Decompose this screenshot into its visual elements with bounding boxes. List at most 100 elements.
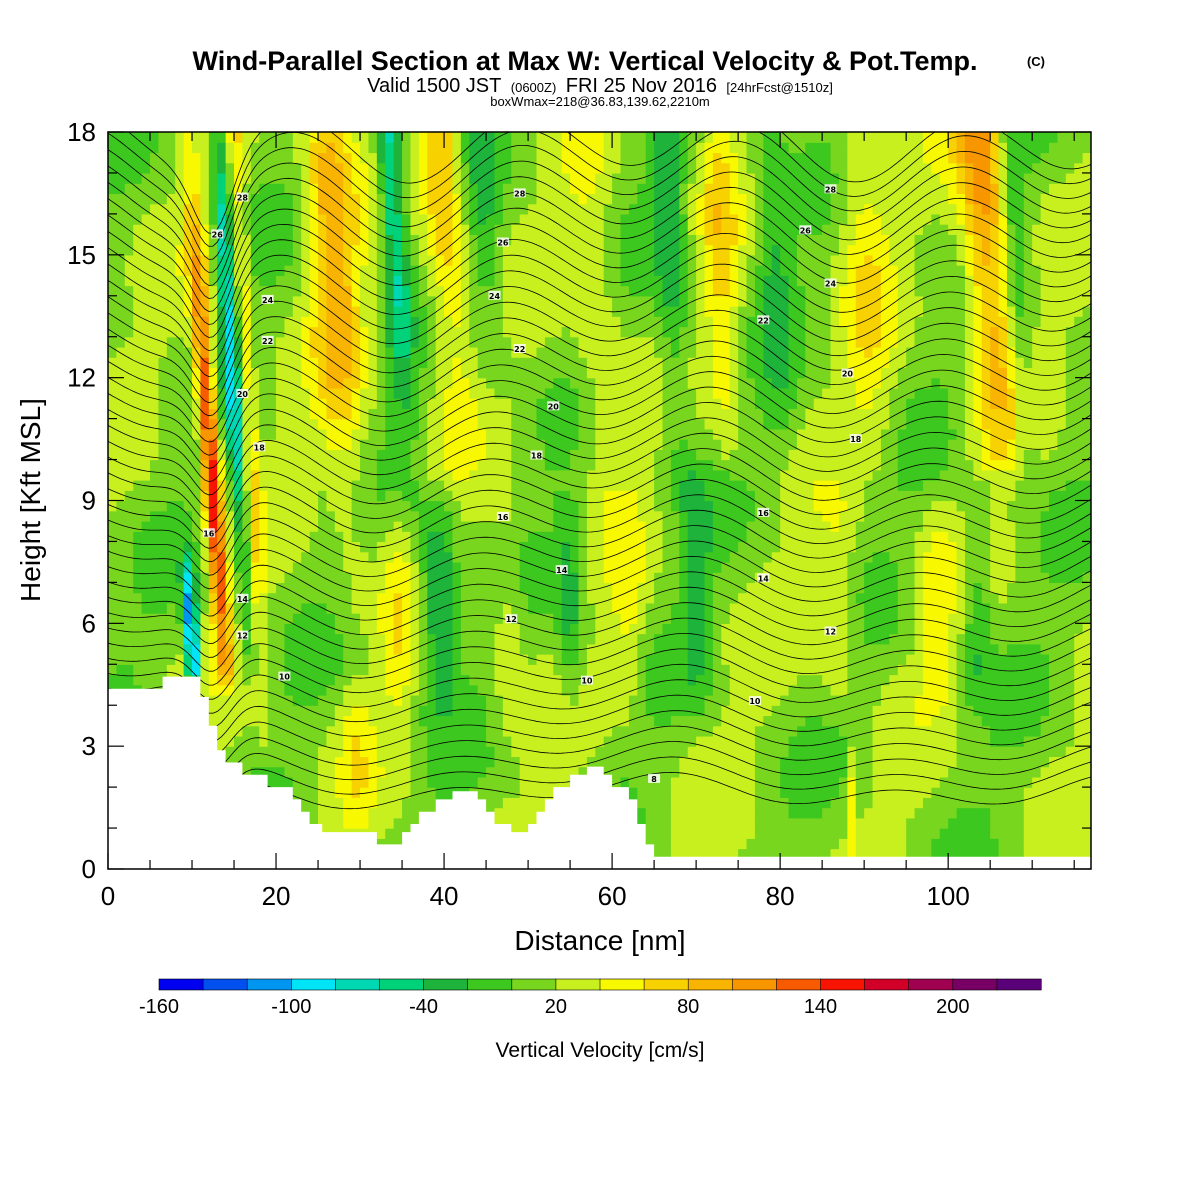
velocity-cell [528,613,538,624]
velocity-cell [536,480,546,491]
velocity-cell [763,848,773,860]
velocity-cell [973,828,983,839]
velocity-cell [385,510,395,522]
velocity-cell [444,725,454,737]
velocity-cell [612,633,622,645]
velocity-cell [116,480,126,491]
velocity-cell [990,643,1000,655]
velocity-cell [150,480,160,491]
velocity-cell [544,561,554,573]
velocity-cell [670,756,680,768]
velocity-cell [645,674,655,686]
velocity-cell [864,715,874,727]
velocity-cell [309,633,319,645]
velocity-cell [981,490,991,502]
velocity-cell [544,531,554,543]
velocity-cell [452,449,462,461]
velocity-cell [360,510,370,522]
velocity-cell [1082,602,1091,614]
velocity-cell [771,797,781,809]
velocity-cell [234,541,244,553]
velocity-cell [595,756,605,768]
velocity-cell [334,531,344,543]
velocity-cell [914,766,924,778]
velocity-cell [267,694,277,706]
velocity-cell [679,592,689,604]
velocity-cell [897,613,907,624]
velocity-cell [796,787,806,798]
velocity-cell [360,797,370,809]
velocity-cell [318,787,328,798]
velocity-cell [864,582,874,594]
velocity-cell [376,694,386,706]
velocity-cell [964,643,974,655]
velocity-cell [368,459,378,471]
velocity-cell [981,469,991,481]
velocity-cell [880,531,890,543]
velocity-cell [889,725,899,737]
velocity-cell [654,838,664,850]
velocity-cell [729,469,739,481]
velocity-cell [796,797,806,809]
velocity-cell [1006,705,1016,717]
velocity-cell [830,828,840,839]
velocity-cell [276,613,286,624]
velocity-cell [133,469,143,481]
velocity-cell [956,817,966,829]
velocity-cell [763,797,773,809]
velocity-cell [309,766,319,778]
velocity-cell [1023,664,1033,676]
velocity-cell [645,572,655,583]
velocity-cell [1057,725,1067,737]
velocity-cell [385,602,395,614]
velocity-cell [385,561,395,573]
velocity-cell [662,531,672,543]
velocity-cell [318,725,328,737]
velocity-cell [284,469,294,481]
velocity-cell [561,725,571,737]
velocity-cell [990,756,1000,768]
velocity-cell [805,766,815,778]
velocity-cell [250,520,260,532]
velocity-cell [880,541,890,553]
velocity-cell [922,449,932,461]
velocity-cell [477,510,487,522]
velocity-cell [603,490,613,502]
velocity-cell [158,664,168,676]
velocity-cell [217,500,227,512]
velocity-cell [452,623,462,635]
velocity-cell [343,725,353,737]
velocity-cell [544,572,554,583]
velocity-cell [578,490,588,502]
velocity-cell [805,561,815,573]
velocity-cell [981,766,991,778]
velocity-cell [654,541,664,553]
velocity-cell [511,715,521,727]
velocity-cell [242,510,252,522]
velocity-cell [124,582,134,594]
velocity-cell [402,654,412,665]
velocity-cell [469,613,479,624]
velocity-cell [914,735,924,747]
velocity-cell [360,684,370,696]
velocity-cell [704,531,714,543]
velocity-cell [427,674,437,686]
velocity-cell [637,684,647,696]
velocity-cell [712,531,722,543]
velocity-cell [897,459,907,471]
velocity-cell [343,756,353,768]
velocity-cell [847,439,857,450]
velocity-cell [301,582,311,594]
velocity-cell [897,480,907,491]
velocity-cell [183,541,193,553]
velocity-cell [822,531,832,543]
velocity-cell [309,725,319,737]
velocity-cell [771,694,781,706]
velocity-cell [536,756,546,768]
velocity-cell [351,817,361,829]
velocity-cell [309,480,319,491]
velocity-cell [544,633,554,645]
velocity-cell [1023,848,1033,860]
velocity-cell [318,572,328,583]
velocity-cell [1006,674,1016,686]
